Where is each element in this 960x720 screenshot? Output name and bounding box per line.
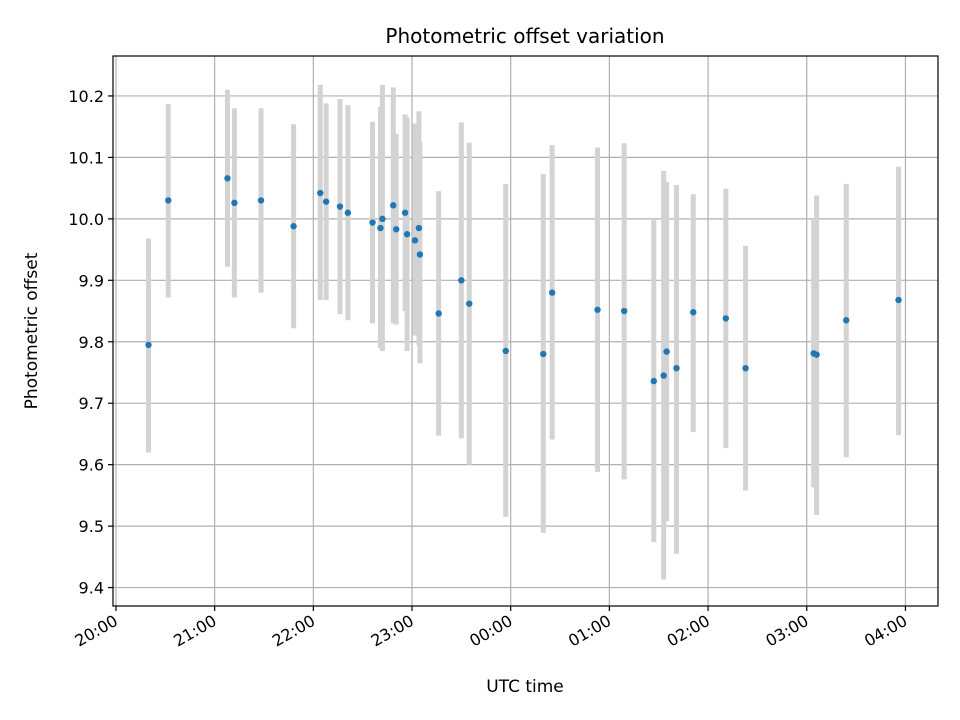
y-tick-label: 9.8 [79, 333, 104, 352]
y-tick-label: 10.1 [68, 148, 104, 167]
data-point [393, 226, 400, 233]
data-point [322, 198, 330, 205]
data-point [401, 209, 409, 216]
data-point [257, 197, 265, 204]
data-point [390, 202, 397, 209]
y-tick-label: 10.2 [68, 87, 104, 106]
data-point [145, 341, 152, 349]
data-point [290, 223, 297, 230]
data-point [415, 224, 423, 232]
data-point [379, 215, 386, 223]
data-point [224, 175, 231, 182]
data-point [369, 219, 376, 226]
data-point [502, 347, 509, 355]
y-tick-label: 9.5 [79, 517, 104, 536]
data-point [411, 237, 419, 244]
data-point [317, 189, 324, 197]
data-point [435, 310, 442, 317]
data-point [165, 197, 172, 204]
data-point [813, 351, 820, 358]
data-point [231, 199, 238, 207]
y-tick-label: 10.0 [68, 210, 104, 229]
grid [113, 56, 938, 606]
data-point [742, 364, 749, 372]
data-point [458, 277, 465, 284]
data-point [377, 224, 384, 232]
data-point [403, 231, 411, 238]
data-point [660, 372, 667, 379]
data-point [690, 309, 697, 316]
y-tick-label: 9.6 [79, 456, 104, 475]
x-axis-label: UTC time [486, 677, 564, 697]
data-point [344, 209, 352, 216]
data-point [650, 377, 657, 385]
data-point [548, 289, 556, 296]
data-point [895, 296, 902, 304]
data-point [594, 306, 601, 313]
data-point [466, 300, 473, 307]
plot-frame [112, 55, 939, 607]
data-point [843, 317, 850, 324]
data-point [540, 350, 547, 358]
data-point [663, 348, 670, 355]
data-point [673, 364, 680, 372]
data-points [145, 175, 902, 385]
y-axis-label: Photometric offset [22, 252, 42, 409]
y-tick-label: 9.7 [79, 394, 104, 413]
data-point [620, 307, 628, 315]
data-point [416, 251, 424, 258]
y-axis-ticks: 9.4 9.5 9.6 9.7 9.8 9.9 10.0 10.1 10.2 [68, 87, 113, 598]
data-point [336, 203, 344, 210]
data-point [722, 315, 730, 322]
chart-title: Photometric offset variation [385, 24, 664, 48]
y-tick-label: 9.9 [79, 271, 104, 290]
y-tick-label: 9.4 [79, 579, 104, 598]
